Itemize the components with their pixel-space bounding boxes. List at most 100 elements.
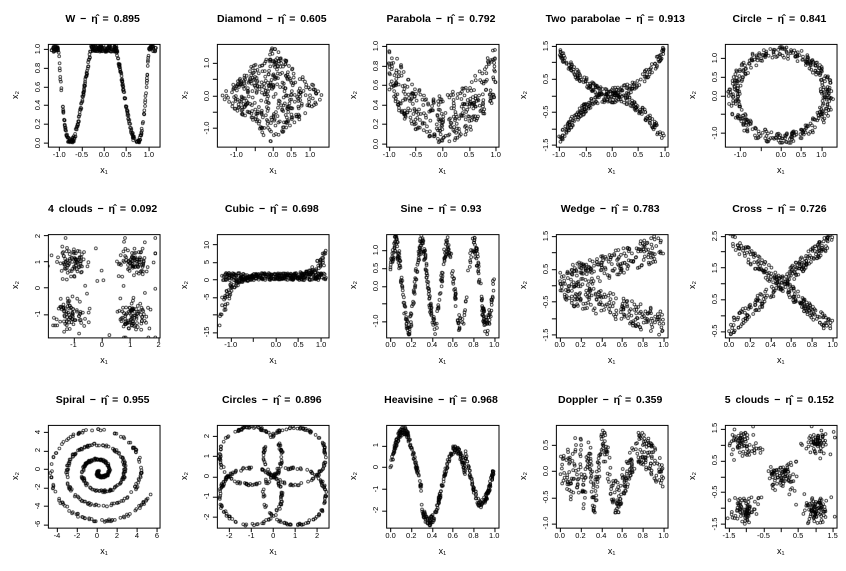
x-tick-label: 0.0 bbox=[385, 530, 396, 540]
y-tick-label: -1.5 bbox=[540, 138, 550, 152]
y-tick-label: -0.5 bbox=[540, 105, 550, 119]
x-tick-label: 1.0 bbox=[816, 150, 827, 159]
scatter-canvas bbox=[0, 190, 170, 381]
x-tick-label: -2 bbox=[73, 530, 81, 540]
x-tick-label: 0.8 bbox=[468, 530, 479, 540]
x-tick-label: -4 bbox=[53, 530, 61, 540]
x-tick-label: 0.6 bbox=[616, 340, 628, 350]
x-axis-label: x₁ bbox=[438, 545, 447, 556]
y-axis-label: x₂ bbox=[348, 471, 359, 480]
x-tick-label: 1.0 bbox=[658, 340, 669, 350]
x-tick-label: 0.8 bbox=[637, 340, 648, 350]
x-tick-label: 0.6 bbox=[785, 340, 797, 350]
x-axis-label: x₁ bbox=[777, 165, 785, 175]
y-tick-label: -4 bbox=[33, 502, 42, 510]
y-tick-label: 1.5 bbox=[709, 423, 719, 434]
scatter-panel: Doppler − η̂ = 0.359 x₂ x₁ 0.0 0.2 0.4 0.6 0… bbox=[507, 380, 677, 571]
y-tick-label: 0.0 bbox=[371, 280, 381, 292]
scatter-panel: Cross − η̂ = 0.726 x₂ x₁ 0.0 0.2 0.4 0.6 0.8… bbox=[676, 190, 846, 381]
y-tick-label: 4 bbox=[33, 429, 42, 434]
x-tick-label: 0.6 bbox=[447, 530, 458, 540]
x-tick-label: 1 bbox=[293, 530, 298, 540]
y-tick-label: 0.5 bbox=[709, 71, 719, 83]
x-axis-label: x₁ bbox=[100, 545, 108, 556]
scatter-canvas bbox=[0, 0, 170, 191]
y-tick-label: 1.0 bbox=[33, 43, 42, 54]
scatter-panel: Heavisine − η̂ = 0.968 x₂ x₁ 0.0 0.2 0.4 0.… bbox=[338, 380, 508, 571]
y-tick-label: 0.0 bbox=[202, 90, 212, 101]
x-tick-label: 0.6 bbox=[447, 340, 458, 350]
panel-title: 5 clouds − η̂ = 0.152 bbox=[724, 393, 834, 406]
x-axis-label: x₁ bbox=[100, 355, 108, 366]
y-tick-label: 0.8 bbox=[33, 62, 42, 73]
x-tick-label: 0.0 bbox=[554, 530, 565, 540]
y-tick-label: -2 bbox=[371, 506, 381, 514]
y-tick-label: 2 bbox=[202, 433, 212, 438]
x-tick-label: 0.0 bbox=[270, 340, 282, 350]
scatter-canvas bbox=[169, 190, 339, 381]
y-tick-label: 0.5 bbox=[540, 73, 550, 85]
x-axis-label: x₁ bbox=[607, 545, 616, 556]
y-axis-label: x₂ bbox=[348, 91, 359, 99]
y-tick-label: 0 bbox=[33, 285, 42, 290]
scatter-canvas bbox=[338, 0, 508, 191]
scatter-canvas bbox=[676, 0, 846, 191]
x-tick-label: 1.0 bbox=[143, 150, 155, 159]
y-tick-label: -2 bbox=[202, 513, 212, 520]
x-tick-label: -1.0 bbox=[224, 340, 238, 350]
panel-title: Doppler − η̂ = 0.359 bbox=[558, 393, 663, 406]
x-tick-label: 1.0 bbox=[489, 530, 500, 540]
y-tick-label: 0.6 bbox=[371, 79, 381, 91]
x-axis-label: x₁ bbox=[438, 165, 447, 175]
x-tick-label: 0 bbox=[99, 340, 104, 350]
y-tick-label: -1 bbox=[33, 310, 42, 318]
y-axis-label: x₂ bbox=[517, 281, 528, 290]
x-tick-label: 0 bbox=[271, 530, 276, 540]
panel-title: Diamond − η̂ = 0.605 bbox=[217, 13, 327, 25]
x-axis-label: x₁ bbox=[269, 545, 277, 556]
x-tick-label: -1.0 bbox=[552, 150, 566, 159]
y-tick-label: -1 bbox=[371, 485, 381, 492]
panel-title: 4 clouds − η̂ = 0.092 bbox=[47, 203, 158, 216]
x-tick-label: 0.2 bbox=[744, 340, 755, 350]
x-tick-label: 0.6 bbox=[616, 530, 628, 540]
panel-title: Wedge − η̂ = 0.783 bbox=[560, 203, 660, 216]
x-axis-label: x₁ bbox=[777, 355, 785, 366]
y-tick-label: 1 bbox=[33, 259, 42, 264]
panel-title: Spiral − η̂ = 0.955 bbox=[55, 393, 150, 406]
x-tick-label: 0.4 bbox=[596, 530, 607, 540]
x-tick-label: 0.4 bbox=[596, 340, 607, 350]
scatter-canvas bbox=[676, 380, 846, 571]
y-tick-label: -0.5 bbox=[540, 295, 550, 309]
scatter-panel: 4 clouds − η̂ = 0.092 x₂ x₁ -1 0 1 2 -1 0 1 2 bbox=[0, 190, 170, 381]
y-tick-label: 1 bbox=[202, 453, 212, 459]
x-tick-label: 0.0 bbox=[98, 150, 110, 159]
panel-title: Circle − η̂ = 0.841 bbox=[732, 13, 827, 25]
y-axis-label: x₂ bbox=[517, 91, 528, 99]
scatter-panel: Diamond − η̂ = 0.605 x₂ x₁ -1.0 0.0 0.5 1.0… bbox=[169, 0, 339, 191]
x-tick-label: 1.0 bbox=[304, 150, 316, 159]
y-tick-label: 10 bbox=[202, 240, 212, 249]
scatter-panel: Cubic − η̂ = 0.698 x₂ x₁ -1.0 0.0 0.5 1.0 -1… bbox=[169, 190, 339, 381]
y-tick-label: 2 bbox=[33, 448, 42, 453]
y-tick-label: 0.2 bbox=[33, 119, 42, 130]
scatter-canvas bbox=[169, 380, 339, 571]
x-tick-label: -1 bbox=[70, 340, 77, 350]
panel-title: Two parabolae − η̂ = 0.913 bbox=[545, 13, 685, 25]
x-tick-label: 1.0 bbox=[490, 150, 501, 159]
y-axis-label: x₂ bbox=[10, 471, 20, 480]
y-tick-label: 0.5 bbox=[540, 439, 550, 450]
x-tick-label: 1.0 bbox=[659, 150, 670, 159]
panel-title: Cross − η̂ = 0.726 bbox=[732, 203, 827, 216]
x-tick-label: 0.8 bbox=[806, 340, 818, 350]
panel-title: Heavisine − η̂ = 0.968 bbox=[384, 393, 498, 406]
x-tick-label: 1.0 bbox=[658, 530, 669, 540]
x-tick-label: 0.0 bbox=[385, 340, 396, 350]
y-tick-label: 2.5 bbox=[709, 230, 719, 242]
x-axis-label: x₁ bbox=[100, 165, 108, 175]
y-tick-label: 1.5 bbox=[540, 40, 550, 51]
y-tick-label: -1.0 bbox=[202, 121, 212, 135]
scatter-canvas bbox=[338, 380, 508, 571]
x-tick-label: 1.0 bbox=[315, 340, 327, 350]
panel-title: Circles − η̂ = 0.896 bbox=[221, 393, 322, 406]
